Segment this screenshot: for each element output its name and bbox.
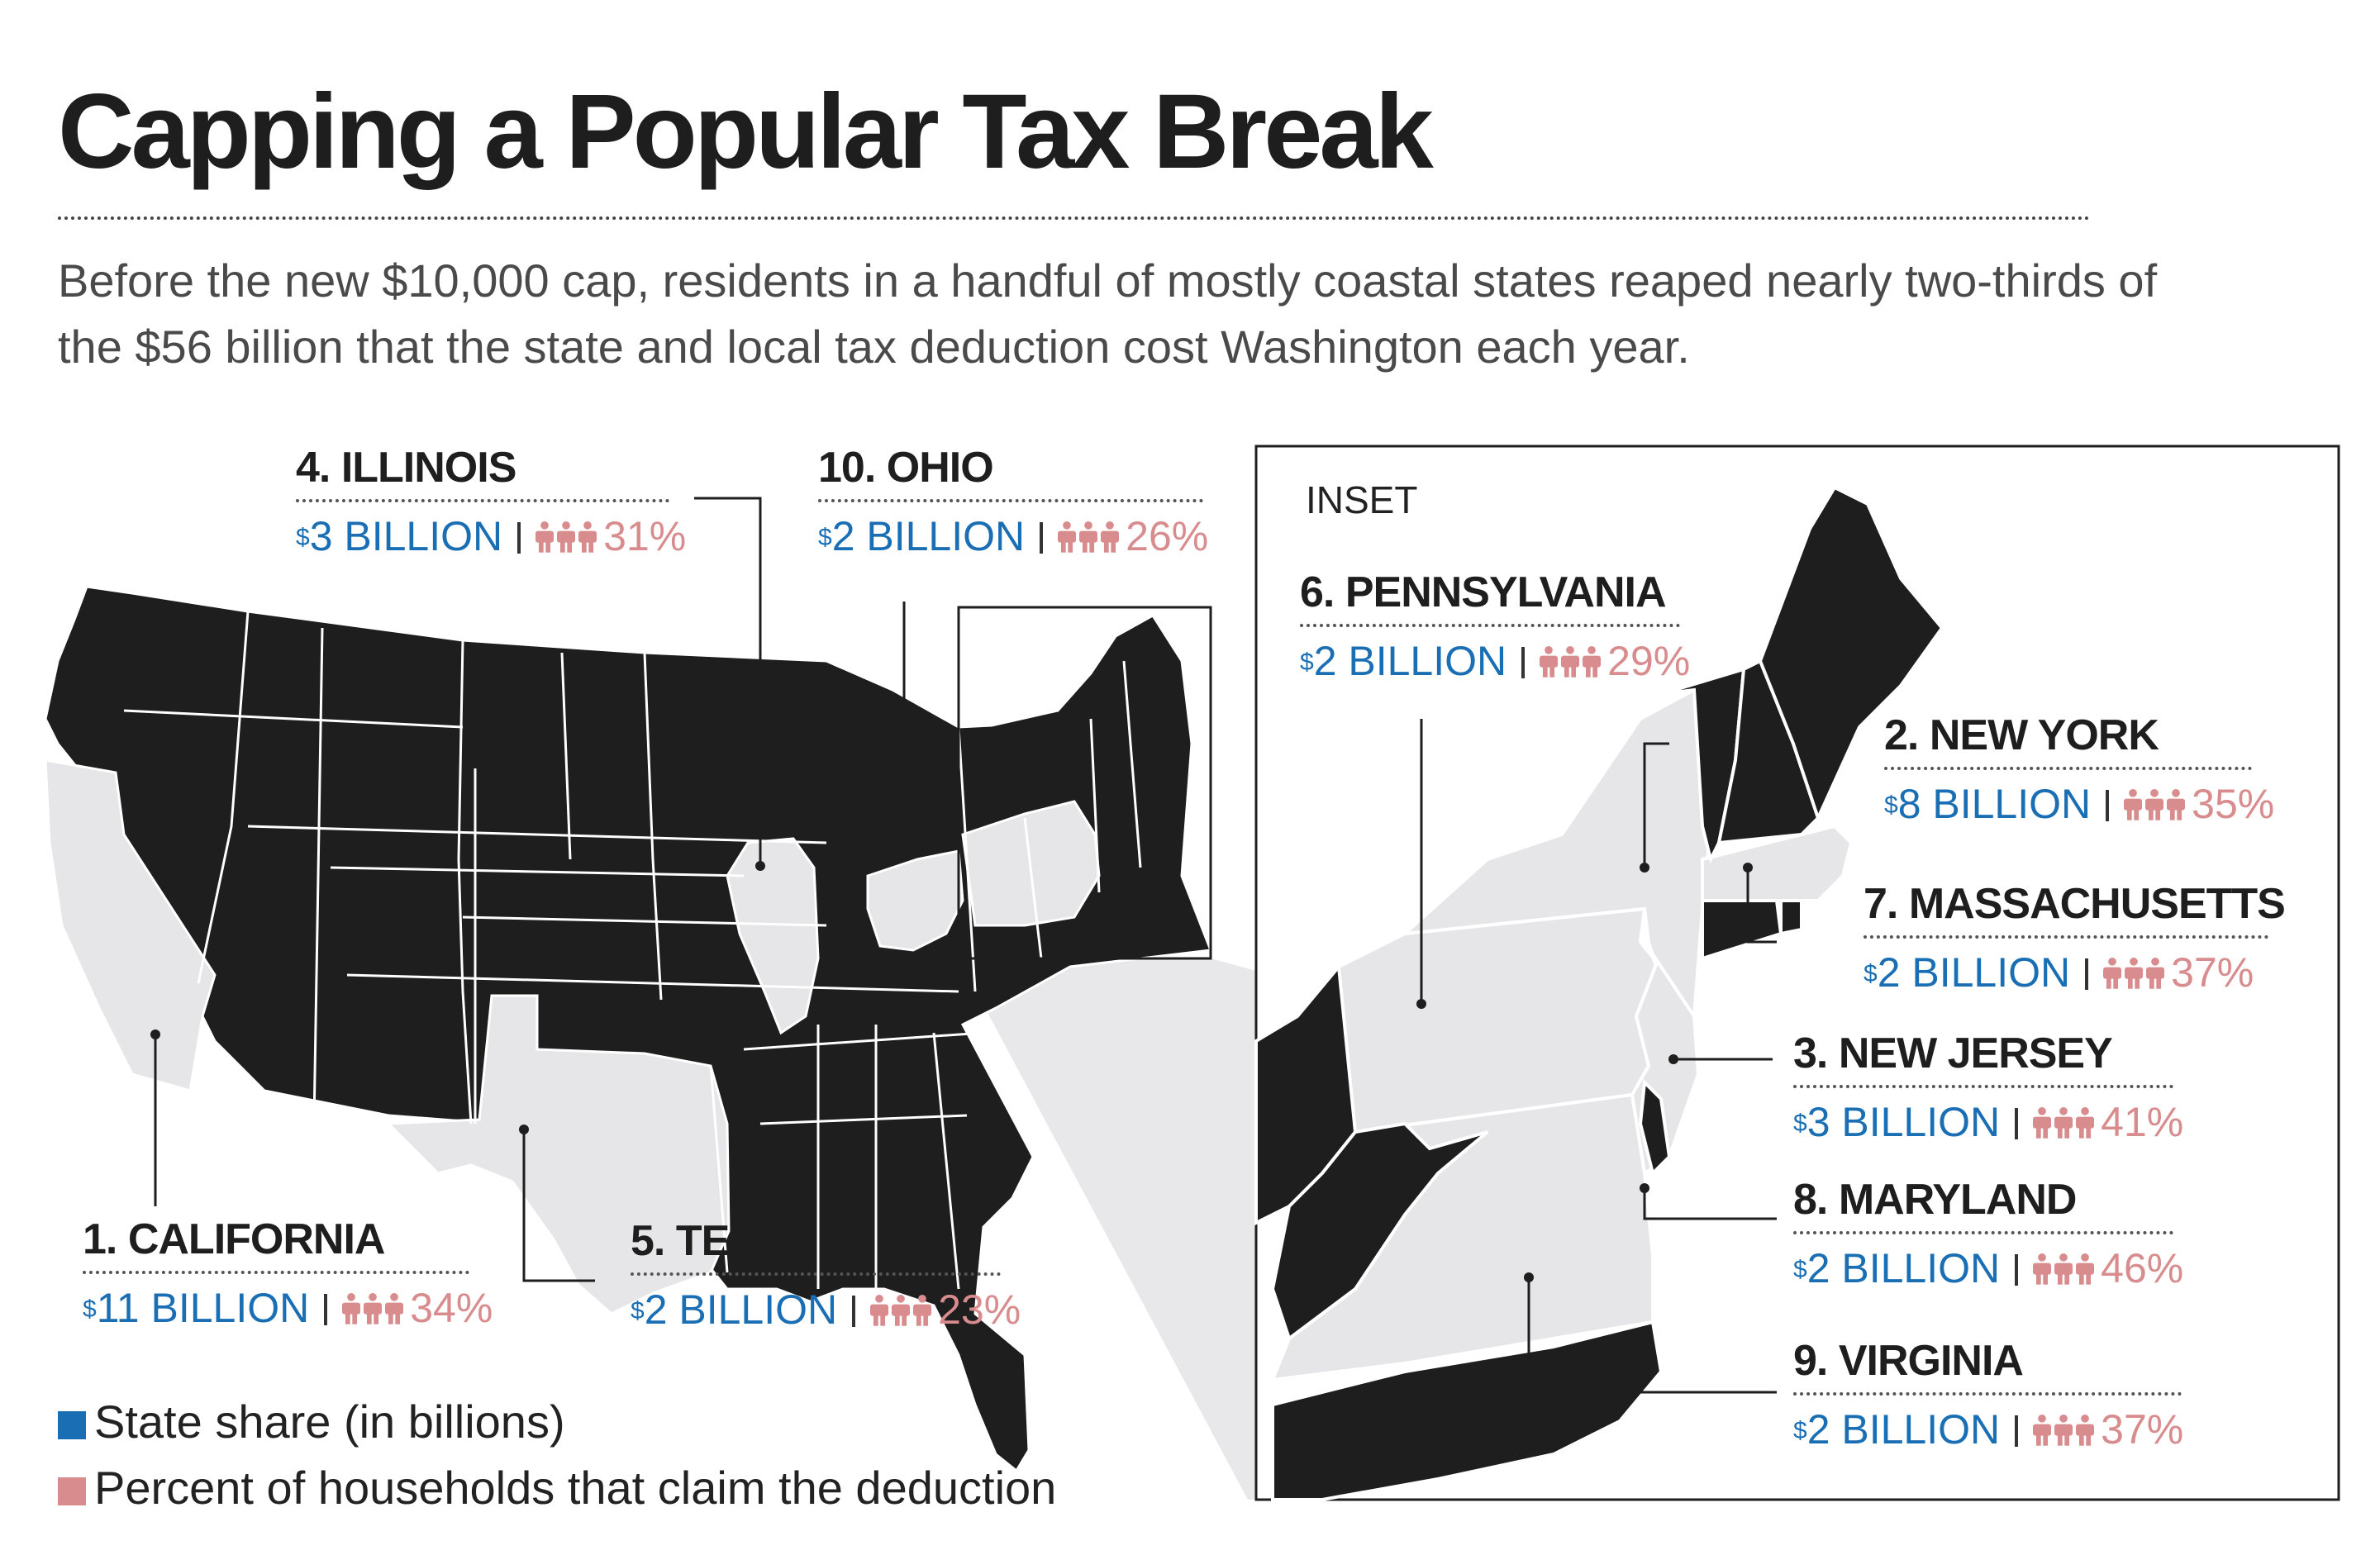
callout-rank: 1. — [83, 1215, 117, 1263]
household-percent: 26% — [1126, 513, 1209, 559]
people-icon — [1540, 646, 1602, 678]
people-icon — [2033, 1107, 2095, 1139]
people-icon — [2033, 1253, 2095, 1285]
callout-rank: 8. — [1793, 1176, 1828, 1224]
state-share-amount: $2 BILLION — [818, 513, 1026, 559]
callout-maryland: 8. MARYLAND $2 BILLION 46% — [1793, 1173, 2183, 1294]
callout-rank: 10. — [818, 444, 876, 492]
inset-label: INSET — [1306, 478, 1418, 521]
inset-locator-box — [957, 606, 1212, 960]
household-percent: 41% — [2101, 1099, 2184, 1145]
callout-state: MARYLAND — [1838, 1176, 2078, 1224]
callout-rank: 9. — [1793, 1337, 1828, 1385]
legend-swatch-blue — [58, 1411, 86, 1439]
callout-new-jersey: 3. NEW JERSEY $3 BILLION 41% — [1793, 1027, 2183, 1148]
callout-rank: 5. — [631, 1217, 665, 1265]
page-title: Capping a Popular Tax Break — [58, 73, 1434, 191]
household-percent: 37% — [2101, 1406, 2184, 1453]
state-share-amount: $2 BILLION — [1300, 638, 1507, 684]
state-share-amount: $2 BILLION — [1864, 949, 2071, 996]
state-share-amount: $2 BILLION — [1793, 1245, 2001, 1291]
texas-shape — [385, 994, 731, 1315]
california-shape — [44, 758, 217, 1092]
callout-state: PENNSYLVANIA — [1345, 568, 1667, 616]
household-percent: 46% — [2101, 1245, 2184, 1291]
callout-state: CALIFORNIA — [127, 1215, 386, 1263]
state-share-amount: $2 BILLION — [1793, 1406, 2001, 1453]
callout-rank: 7. — [1864, 880, 1898, 928]
state-share-amount: $2 BILLION — [631, 1286, 838, 1333]
callout-virginia: 9. VIRGINIA $2 BILLION 37% — [1793, 1334, 2184, 1455]
callout-state: NEW JERSEY — [1838, 1030, 2113, 1077]
leader-dots — [150, 830, 1753, 1282]
us-map-dark — [44, 585, 1213, 1473]
state-share-amount: $11 BILLION — [83, 1285, 310, 1331]
callout-illinois: 4. ILLINOIS $3 BILLION 31% — [296, 441, 686, 562]
north-carolina-inset-shape — [1271, 1320, 1664, 1501]
maine-inset-shape — [1758, 485, 1944, 823]
state-share-amount: $3 BILLION — [296, 513, 503, 559]
household-percent: 34% — [410, 1285, 493, 1331]
household-percent: 31% — [603, 513, 687, 559]
people-icon — [2124, 789, 2186, 820]
callout-rank: 6. — [1300, 568, 1335, 616]
callout-texas: 5. TEXAS $2 BILLION 23% — [631, 1215, 1021, 1335]
people-icon — [536, 521, 597, 553]
callout-new-york: 2. NEW YORK $8 BILLION 35% — [1884, 709, 2274, 830]
inset-map — [1254, 485, 1944, 1501]
people-icon — [2033, 1415, 2095, 1446]
people-icon — [2103, 958, 2165, 989]
callout-rank: 4. — [296, 444, 331, 492]
page-subtitle: Before the new $10,000 cap, residents in… — [58, 254, 2158, 373]
callout-pennsylvania: 6. PENNSYLVANIA $2 BILLION 29% — [1300, 566, 1690, 687]
legend-percent: Percent of households that claim the ded… — [58, 1461, 1056, 1515]
household-percent: 23% — [938, 1286, 1021, 1333]
household-percent: 29% — [1607, 638, 1691, 684]
illinois-shape — [726, 837, 820, 1035]
legend-amount: State share (in billions) — [58, 1395, 565, 1448]
inset-connector — [959, 958, 1256, 1500]
state-share-amount: $8 BILLION — [1884, 781, 2092, 827]
title-divider — [58, 216, 2091, 220]
ohio-shape — [866, 849, 964, 952]
people-icon — [870, 1295, 932, 1326]
callout-state: OHIO — [886, 444, 994, 492]
callout-ohio: 10. OHIO $2 BILLION 26% — [818, 441, 1208, 562]
people-icon — [342, 1293, 404, 1324]
west-virginia-inset-shape — [1270, 1121, 1489, 1342]
callout-california: 1. CALIFORNIA $11 BILLION 34% — [83, 1213, 493, 1334]
callout-massachusetts: 7. MASSACHUSETTS $2 BILLION 37% — [1864, 877, 2286, 998]
callout-state: MASSACHUSETTS — [1908, 880, 2286, 928]
household-percent: 35% — [2192, 781, 2275, 827]
callout-rank: 3. — [1793, 1030, 1828, 1077]
callout-state: NEW YORK — [1929, 711, 2159, 759]
state-borders — [123, 611, 1142, 1290]
legend-amount-label: State share (in billions) — [94, 1396, 565, 1448]
legend-percent-label: Percent of households that claim the ded… — [94, 1462, 1057, 1514]
callout-state: VIRGINIA — [1838, 1337, 2024, 1385]
leader-lines — [154, 497, 1777, 1394]
callout-state: ILLINOIS — [340, 444, 517, 492]
callout-rank: 2. — [1884, 711, 1919, 759]
rhode-island-inset-shape — [1779, 899, 1803, 936]
household-percent: 37% — [2171, 949, 2254, 996]
people-icon — [1058, 521, 1120, 553]
delaware-inset-shape — [1638, 1078, 1672, 1177]
callout-state: TEXAS — [675, 1217, 816, 1265]
state-share-amount: $3 BILLION — [1793, 1099, 2001, 1145]
legend-swatch-pink — [58, 1477, 86, 1505]
